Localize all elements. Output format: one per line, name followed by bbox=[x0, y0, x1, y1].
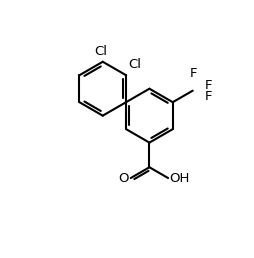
Text: Cl: Cl bbox=[128, 58, 141, 71]
Text: F: F bbox=[204, 90, 212, 102]
Text: F: F bbox=[204, 79, 212, 92]
Text: OH: OH bbox=[170, 172, 190, 185]
Text: O: O bbox=[118, 172, 129, 185]
Text: F: F bbox=[190, 67, 197, 80]
Text: Cl: Cl bbox=[95, 45, 108, 58]
